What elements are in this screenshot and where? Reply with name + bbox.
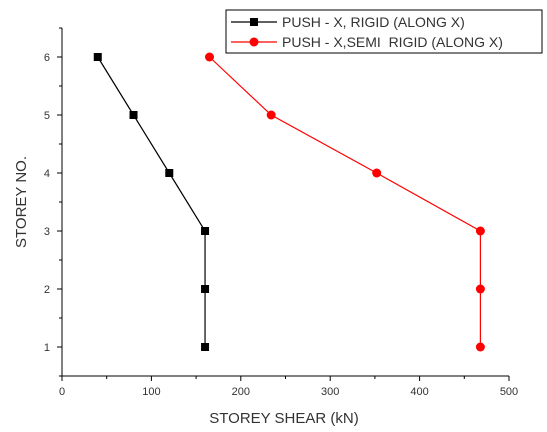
y-ticks: 1 2 3 4 5 6 [44, 27, 62, 377]
x-tick-label: 200 [232, 386, 250, 398]
y-tick-label: 4 [44, 168, 50, 180]
x-tick-label: 100 [142, 386, 160, 398]
series-1 [93, 53, 210, 351]
legend-label: PUSH - X, RIGID (ALONG X) [282, 14, 465, 30]
y-tick-label: 6 [44, 52, 50, 64]
data-point [475, 226, 485, 236]
legend-item: PUSH - X, RIGID (ALONG X) [231, 14, 465, 30]
legend-label: PUSH - X,SEMI RIGID (ALONG X) [282, 34, 503, 50]
data-point [201, 343, 210, 351]
data-point [165, 169, 174, 177]
legend-box [225, 9, 543, 54]
data-point [129, 111, 138, 119]
data-point [93, 53, 102, 61]
y-tick-label: 5 [44, 110, 50, 122]
data-point [475, 284, 485, 294]
data-point [266, 110, 276, 120]
y-tick-label: 1 [44, 342, 50, 354]
y-axis-label: STOREY NO. [13, 156, 30, 248]
x-axis-label: STOREY SHEAR (kN) [209, 410, 358, 427]
legend: PUSH - X, RIGID (ALONG X) PUSH - X,SEMI R… [225, 9, 543, 54]
axes [61, 28, 509, 377]
data-point [201, 285, 210, 293]
x-tick-label: 0 [59, 386, 65, 398]
y-tick-label: 2 [44, 284, 50, 296]
legend-marker [249, 37, 259, 47]
series-layer [93, 52, 485, 352]
series-line [97, 56, 206, 347]
y-tick-label: 3 [44, 226, 50, 238]
data-point [205, 52, 215, 62]
data-point [372, 168, 382, 178]
legend-item: PUSH - X,SEMI RIGID (ALONG X) [231, 34, 503, 50]
x-tick-label: 300 [321, 386, 339, 398]
data-point [475, 342, 485, 352]
series-2 [205, 52, 485, 352]
data-point [201, 227, 210, 235]
legend-marker [250, 18, 258, 26]
series-line [209, 56, 481, 347]
x-tick-label: 400 [410, 386, 428, 398]
x-ticks: 0 100 200 300 400 500 [59, 376, 518, 398]
x-tick-label: 500 [500, 386, 518, 398]
